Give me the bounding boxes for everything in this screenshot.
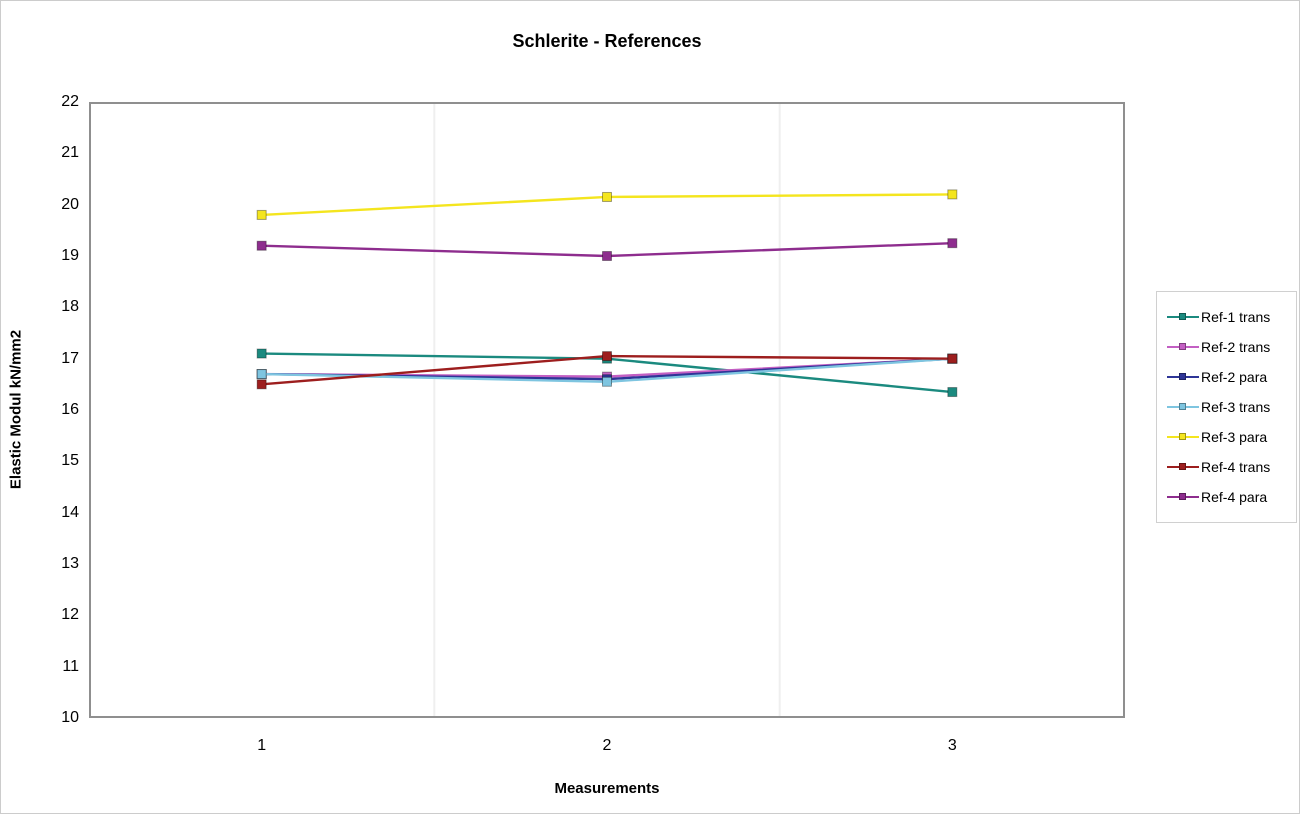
plot-area: [89, 102, 1125, 718]
series-marker: [602, 251, 612, 261]
plot-border: [89, 102, 1125, 718]
legend-item: Ref-4 para: [1167, 482, 1288, 512]
legend-label: Ref-3 trans: [1201, 399, 1271, 415]
series-marker: [947, 387, 958, 398]
legend-series-swatch-icon: [1167, 492, 1199, 502]
series-marker: [256, 240, 267, 251]
y-tick-label: 10: [61, 709, 79, 726]
y-axis-title: Elastic Modul kN/mm2: [7, 329, 25, 490]
y-tick-label: 12: [61, 606, 79, 624]
y-tick-label: 19: [61, 247, 79, 264]
legend-item: Ref-2 trans: [1167, 332, 1288, 362]
x-tick-label: 2: [602, 737, 612, 754]
y-tick-label: 17: [61, 349, 79, 367]
series-marker: [602, 351, 612, 362]
series-marker: [602, 191, 612, 202]
y-tick-label: 18: [61, 298, 79, 316]
series-marker: [256, 369, 267, 380]
series-marker: [602, 376, 612, 387]
legend-series-swatch-icon: [1167, 372, 1199, 382]
series-marker: [947, 189, 958, 200]
x-tick-label: 3: [947, 737, 957, 754]
legend-series-swatch-icon: [1167, 342, 1199, 352]
series-marker: [256, 209, 267, 220]
y-tick-label: 13: [61, 555, 79, 572]
legend-label: Ref-1 trans: [1201, 309, 1271, 325]
legend-item: Ref-3 para: [1167, 422, 1288, 452]
y-tick-label: 22: [61, 93, 79, 110]
x-tick-label: 1: [257, 737, 267, 754]
chart-title: Schlerite - References: [512, 31, 702, 51]
legend-label: Ref-3 para: [1201, 429, 1268, 445]
legend-item: Ref-4 trans: [1167, 452, 1288, 482]
legend-item: Ref-1 trans: [1167, 302, 1288, 332]
y-tick-label: 14: [61, 503, 79, 521]
legend-series-swatch-icon: [1167, 402, 1199, 412]
y-tick-label: 21: [61, 144, 79, 162]
series-marker: [256, 348, 267, 359]
y-tick-label: 16: [61, 401, 79, 418]
y-tick-label: 20: [61, 195, 79, 213]
series-marker: [256, 379, 267, 390]
legend-label: Ref-2 para: [1201, 369, 1268, 385]
y-tick-label: 11: [62, 657, 79, 675]
y-tick-label: 15: [61, 452, 79, 470]
legend-series-swatch-icon: [1167, 312, 1199, 322]
legend-series-swatch-icon: [1167, 432, 1199, 442]
x-axis-title: Measurements: [554, 780, 660, 797]
legend-series-swatch-icon: [1167, 462, 1199, 472]
legend-item: Ref-3 trans: [1167, 392, 1288, 422]
legend-label: Ref-4 trans: [1201, 459, 1271, 475]
legend-label: Ref-4 para: [1201, 489, 1268, 505]
legend-label: Ref-2 trans: [1201, 339, 1271, 355]
legend-item: Ref-2 para: [1167, 362, 1288, 392]
series-marker: [947, 238, 958, 249]
series-marker: [947, 353, 958, 364]
legend: Ref-1 trans Ref-2 trans Ref-2 para Ref-3 tr…: [1156, 291, 1297, 523]
